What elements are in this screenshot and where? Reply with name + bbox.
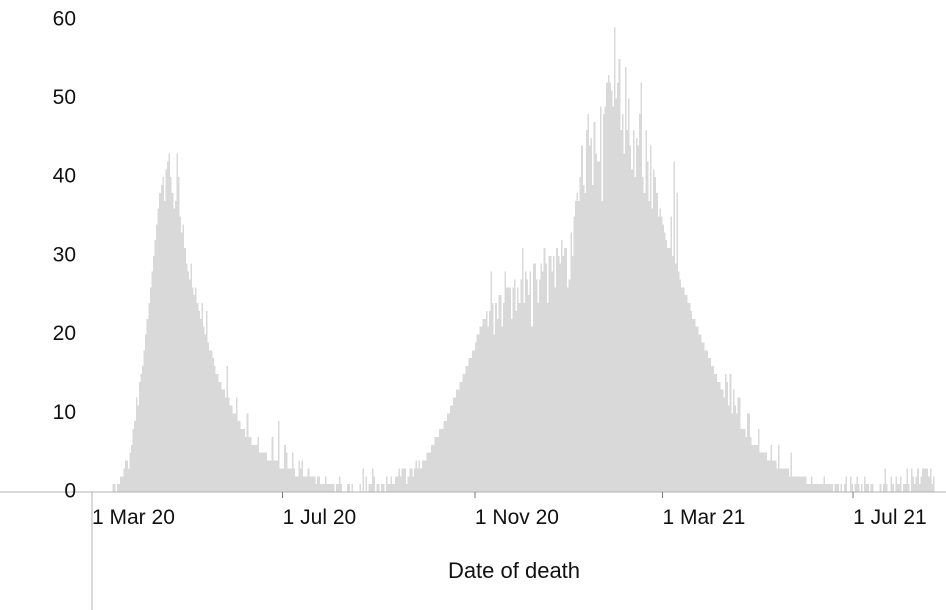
- deaths-bar-chart: 0 10 20 30 40 50 60 1 Mar 20 1 Jul 20 1 Nov 20 1 M…: [0, 0, 946, 610]
- x-tick-label: 1 Jul 21: [853, 506, 927, 529]
- x-tick-label: 1 Nov 20: [475, 506, 559, 529]
- y-tick-label: 0: [64, 480, 76, 503]
- y-tick-label: 20: [53, 322, 76, 345]
- y-tick-label: 10: [53, 401, 76, 424]
- y-tick-label: 30: [53, 243, 76, 266]
- x-tick-label: 1 Jul 20: [283, 506, 357, 529]
- y-tick-label: 40: [53, 165, 76, 188]
- chart-svg: 0 10 20 30 40 50 60 1 Mar 20 1 Jul 20 1 Nov 20 1 M…: [0, 0, 946, 610]
- x-tick-label: 1 Mar 20: [92, 506, 175, 529]
- y-tick-label: 50: [53, 86, 76, 109]
- x-tick-label: 1 Mar 21: [662, 506, 745, 529]
- y-tick-label: 60: [53, 7, 76, 30]
- x-axis-label: Date of death: [448, 558, 580, 583]
